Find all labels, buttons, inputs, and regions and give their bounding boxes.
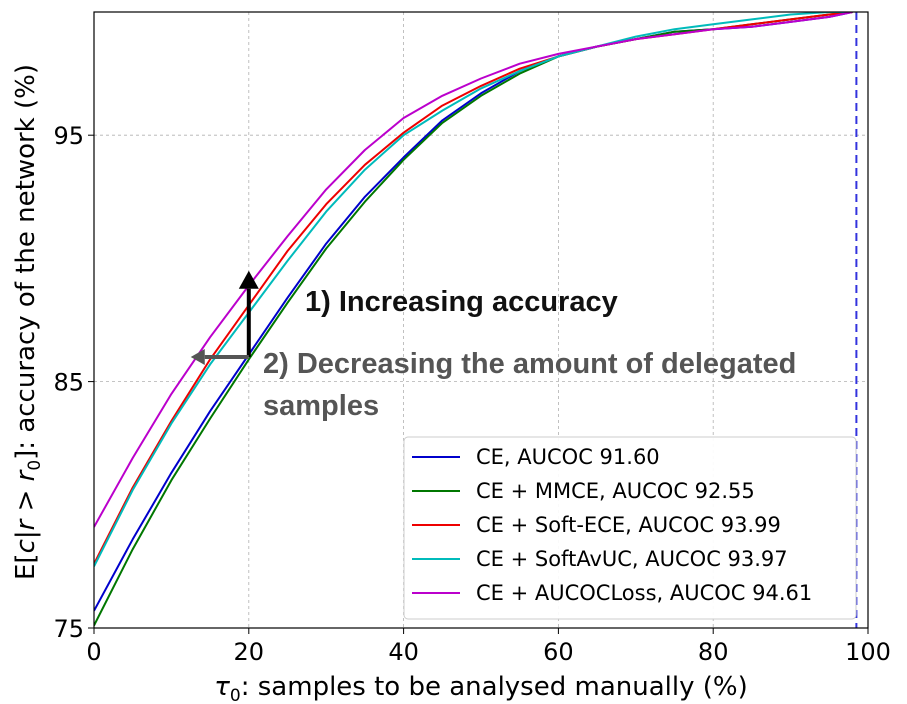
series-line-4 — [94, 12, 853, 528]
y-axis-label: E[c|r > r0]: accuracy of the network (%) — [11, 64, 45, 580]
arrow-up-head — [238, 270, 259, 289]
y-tick-label-85: 85 — [53, 369, 84, 397]
axis-ticks: 0 20 40 60 80 100 75 85 95 — [53, 122, 890, 666]
x-tick-label-60: 60 — [543, 638, 574, 666]
grid — [94, 12, 868, 628]
legend-label-4: CE + AUCOCLoss, AUCOC 94.61 — [476, 581, 812, 605]
annotation-increasing-accuracy: 1) Increasing accuracy — [305, 286, 618, 318]
y-tick-label-75: 75 — [53, 615, 84, 643]
x-tick-label-20: 20 — [234, 638, 265, 666]
x-tick-label-0: 0 — [86, 638, 101, 666]
y-tick-label-95: 95 — [53, 122, 84, 150]
legend-label-3: CE + SoftAvUC, AUCOC 93.97 — [476, 547, 788, 571]
arrow-left-head — [190, 348, 205, 365]
x-tick-label-40: 40 — [388, 638, 419, 666]
legend-label-2: CE + Soft-ECE, AUCOC 93.99 — [476, 513, 781, 537]
plot-frame — [93, 11, 869, 629]
annotation-arrows — [190, 270, 259, 365]
legend: CE, AUCOC 91.60 CE + MMCE, AUCOC 92.55 CE … — [403, 436, 857, 620]
series-line-2 — [94, 12, 853, 565]
x-axis-label: τ0: samples to be analysed manually (%) — [214, 672, 747, 704]
annotation-decreasing-line2: samples — [263, 390, 379, 422]
legend-label-1: CE + MMCE, AUCOC 92.55 — [476, 479, 755, 503]
series-layer — [94, 12, 853, 626]
legend-box — [403, 436, 857, 620]
x-tick-label-100: 100 — [845, 638, 891, 666]
x-tick-label-80: 80 — [698, 638, 729, 666]
series-line-3 — [94, 12, 853, 567]
legend-label-0: CE, AUCOC 91.60 — [476, 445, 660, 469]
annotation-decreasing-line1: 2) Decreasing the amount of delegated — [263, 348, 796, 380]
